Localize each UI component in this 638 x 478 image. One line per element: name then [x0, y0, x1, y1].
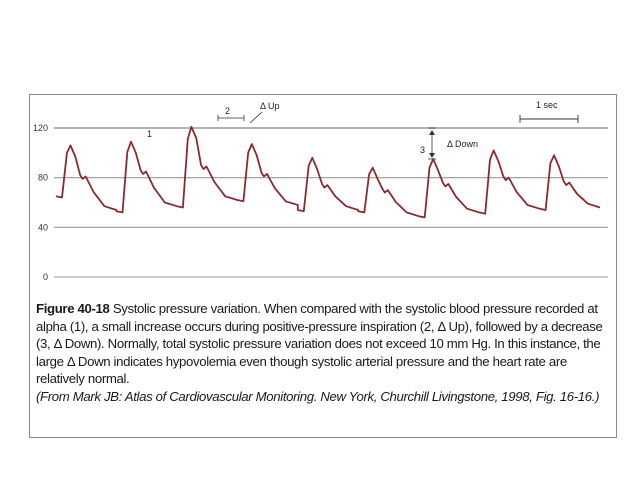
figure-caption: Figure 40-18 Systolic pressure variation…	[36, 300, 614, 406]
waveform-line	[55, 125, 601, 219]
delta-down-label: Δ Down	[447, 139, 478, 149]
y-tick-label-120: 120	[33, 123, 48, 133]
delta-up-label: Δ Up	[260, 101, 280, 111]
pressure-chart: 120 80 40 0 1 2 Δ Up 3 Δ Down 1 sec	[33, 100, 608, 282]
arterial-waveform	[55, 125, 601, 219]
delta-down-arrowhead-top	[429, 130, 435, 135]
time-scale-label: 1 sec	[536, 100, 558, 110]
y-tick-label-80: 80	[38, 173, 48, 183]
annotation-label-1: 1	[147, 129, 152, 139]
delta-down-arrowhead-bottom	[429, 153, 435, 158]
y-axis-ticks: 120 80 40 0	[33, 123, 48, 282]
caption-source: (From Mark JB: Atlas of Cardiovascular M…	[36, 388, 600, 404]
y-tick-label-0: 0	[43, 272, 48, 282]
annotations: 1 2 Δ Up 3 Δ Down 1 sec	[147, 100, 579, 160]
annotation-label-2: 2	[225, 106, 230, 116]
figure-frame: 120 80 40 0 1 2 Δ Up 3 Δ Down 1 sec	[29, 94, 617, 438]
delta-up-arrow	[249, 111, 263, 124]
caption-body: Systolic pressure variation. When compar…	[36, 301, 603, 387]
grid-lines	[54, 127, 608, 278]
figure-label: Figure 40-18	[36, 301, 110, 316]
y-tick-label-40: 40	[38, 222, 48, 232]
annotation-label-3: 3	[420, 145, 425, 155]
